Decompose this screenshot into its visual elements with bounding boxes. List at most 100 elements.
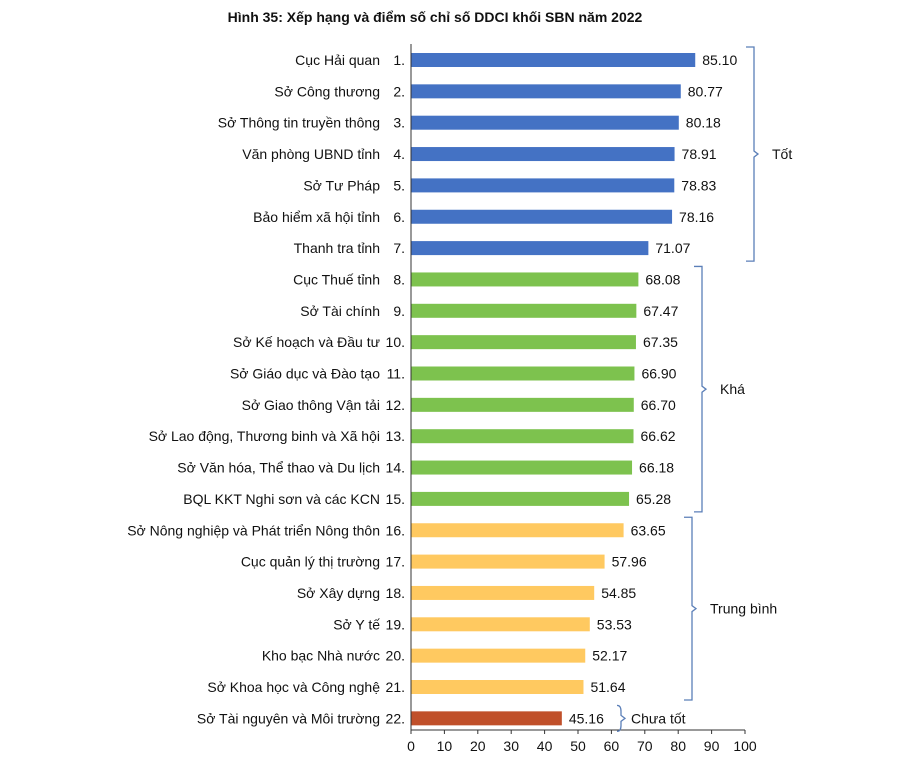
- value-label-17: 57.96: [612, 554, 647, 570]
- x-tick-label-0: 0: [407, 738, 415, 754]
- rank-label-16: 16.: [386, 522, 405, 538]
- rank-label-7: 7.: [393, 240, 405, 256]
- rank-label-17: 17.: [386, 554, 405, 570]
- rank-label-12: 12.: [386, 397, 405, 413]
- value-label-6: 78.16: [679, 209, 714, 225]
- category-label-17: Cục quản lý thị trường: [241, 554, 380, 570]
- rank-label-11: 11.: [387, 366, 405, 382]
- value-label-14: 66.18: [639, 460, 674, 476]
- category-label-3: Sở Thông tin truyền thông: [218, 115, 380, 131]
- x-tick-label-90: 90: [704, 738, 720, 754]
- rank-label-18: 18.: [386, 585, 405, 601]
- group-bracket-2: [694, 265, 708, 513]
- x-axis: 0 10 20 30 40 50 60 70 80 90 100: [407, 44, 757, 754]
- rank-label-14: 14.: [386, 460, 405, 476]
- bar-14: [411, 460, 633, 475]
- group-bracket-4: [616, 704, 627, 732]
- rank-label-3: 3.: [393, 115, 405, 131]
- value-label-19: 53.53: [597, 616, 632, 632]
- rank-label-19: 19.: [386, 616, 405, 632]
- value-label-16: 63.65: [631, 522, 666, 538]
- value-label-2: 80.77: [688, 83, 723, 99]
- rank-label-1: 1.: [393, 52, 405, 68]
- value-label-3: 80.18: [686, 115, 721, 131]
- value-label-7: 71.07: [655, 240, 690, 256]
- value-label-9: 67.47: [643, 303, 678, 319]
- bar-8: [411, 272, 639, 287]
- chart-title: Hình 35: Xếp hạng và điểm số chỉ số DDCI…: [228, 9, 643, 25]
- bar-2: [411, 84, 681, 99]
- x-tick-label-50: 50: [570, 738, 586, 754]
- bar-7: [411, 241, 649, 256]
- value-label-20: 52.17: [592, 648, 627, 664]
- category-label-16: Sở Nông nghiệp và Phát triển Nông thôn: [127, 522, 380, 538]
- x-tick-label-30: 30: [503, 738, 519, 754]
- category-label-10: Sở Kế hoạch và Đầu tư: [233, 334, 380, 350]
- category-label-22: Sở Tài nguyên và Môi trường: [197, 710, 380, 726]
- category-label-12: Sở Giao thông Vận tải: [242, 397, 380, 413]
- bar-19: [411, 617, 590, 632]
- rank-label-4: 4.: [393, 146, 405, 162]
- bar-15: [411, 491, 630, 506]
- category-label-11: Sở Giáo dục và Đào tạo: [230, 366, 380, 382]
- bar-10: [411, 335, 636, 350]
- category-label-4: Văn phòng UBND tỉnh: [242, 146, 380, 162]
- category-label-9: Sở Tài chính: [300, 303, 380, 319]
- x-tick-label-40: 40: [537, 738, 553, 754]
- value-label-18: 54.85: [601, 585, 636, 601]
- rank-label-5: 5.: [393, 177, 405, 193]
- bar-16: [411, 523, 624, 538]
- category-label-13: Sở Lao động, Thương binh và Xã hội: [149, 428, 380, 444]
- group-brackets: Tốt Khá Trung bình Chưa tốt: [616, 46, 792, 732]
- category-label-1: Cục Hải quan: [295, 52, 380, 68]
- value-label-5: 78.83: [681, 177, 716, 193]
- category-labels-group: Cục Hải quan Sở Công thương Sở Thông tin t…: [127, 52, 380, 726]
- x-tick-label-10: 10: [437, 738, 453, 754]
- group-label-4: Chưa tốt: [631, 710, 686, 726]
- bar-17: [411, 554, 605, 569]
- category-label-2: Sở Công thương: [274, 83, 380, 99]
- bar-1: [411, 53, 696, 67]
- value-label-8: 68.08: [645, 271, 680, 287]
- x-tick-label-20: 20: [470, 738, 486, 754]
- value-label-13: 66.62: [641, 428, 676, 444]
- category-label-19: Sở Y tế: [333, 616, 380, 632]
- group-label-3: Trung bình: [710, 601, 777, 617]
- bar-22: [411, 711, 562, 726]
- rank-label-20: 20.: [386, 648, 405, 664]
- value-label-10: 67.35: [643, 334, 678, 350]
- bar-18: [411, 585, 595, 600]
- rank-label-2: 2.: [393, 83, 405, 99]
- rank-label-8: 8.: [393, 271, 405, 287]
- group-bracket-3: [684, 516, 698, 701]
- category-label-6: Bảo hiểm xã hội tỉnh: [253, 209, 380, 225]
- value-label-21: 51.64: [590, 679, 625, 695]
- rank-label-22: 22.: [386, 710, 405, 726]
- x-tick-label-80: 80: [670, 738, 686, 754]
- category-label-14: Sở Văn hóa, Thể thao và Du lịch: [177, 460, 380, 476]
- value-label-22: 45.16: [569, 710, 604, 726]
- category-label-21: Sở Khoa học và Công nghệ: [207, 679, 380, 695]
- rank-label-13: 13.: [386, 428, 405, 444]
- rank-label-9: 9.: [393, 303, 405, 319]
- bar-13: [411, 429, 634, 444]
- category-label-7: Thanh tra tỉnh: [294, 240, 380, 256]
- x-tick-label-70: 70: [637, 738, 653, 754]
- rank-label-21: 21.: [386, 679, 405, 695]
- group-bracket-1: [746, 46, 760, 262]
- category-label-18: Sở Xây dựng: [297, 585, 380, 601]
- rank-labels-group: 1. 2. 3. 4. 5. 6. 7. 8. 9. 10. 11. 12. 13. 14. 15. 16. 1…: [386, 52, 405, 726]
- rank-label-10: 10.: [386, 334, 405, 350]
- value-label-4: 78.91: [682, 146, 717, 162]
- value-label-1: 85.10: [702, 52, 737, 68]
- group-label-1: Tốt: [772, 146, 792, 162]
- x-tick-label-100: 100: [733, 738, 757, 754]
- bar-3: [411, 115, 679, 130]
- x-tick-label-60: 60: [604, 738, 620, 754]
- value-label-12: 66.70: [641, 397, 676, 413]
- bar-6: [411, 209, 673, 224]
- value-label-11: 66.90: [641, 366, 676, 382]
- bar-12: [411, 397, 634, 412]
